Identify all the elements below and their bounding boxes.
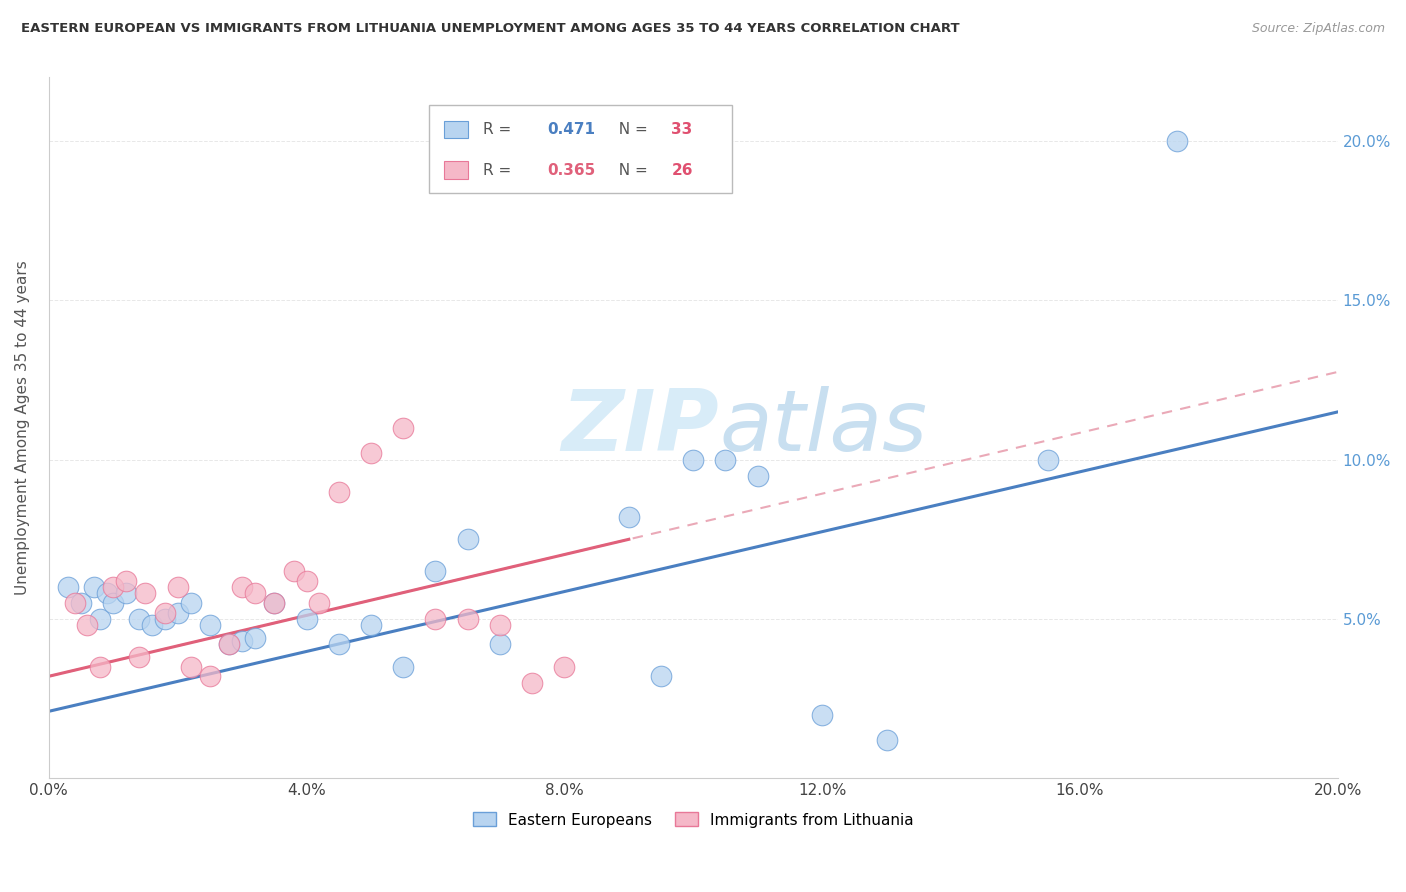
Point (1166, 134, 1188, 148)
FancyBboxPatch shape (444, 120, 468, 138)
Point (328, 484, 350, 499)
Point (128, 650, 150, 665)
Point (134, 586, 156, 600)
Point (328, 637, 350, 651)
Text: 33: 33 (671, 122, 693, 137)
Text: R =: R = (484, 122, 516, 137)
Text: N =: N = (609, 122, 654, 137)
Legend: Eastern Europeans, Immigrants from Lithuania: Eastern Europeans, Immigrants from Lithu… (467, 806, 920, 834)
Point (128, 612, 150, 626)
Point (392, 659, 415, 673)
Point (283, 564, 305, 578)
Point (89, 659, 111, 673)
Point (295, 612, 318, 626)
Point (180, 659, 202, 673)
Point (70, 596, 93, 610)
Point (231, 580, 253, 594)
Point (425, 564, 447, 578)
Point (263, 596, 285, 610)
Text: 0.365: 0.365 (547, 163, 596, 178)
Point (811, 707, 834, 722)
Point (103, 596, 125, 610)
Point (198, 618, 221, 632)
Point (76, 618, 98, 632)
Text: atlas: atlas (718, 386, 927, 469)
Text: 26: 26 (671, 163, 693, 178)
Point (457, 533, 479, 547)
Point (153, 612, 176, 626)
Point (360, 446, 382, 460)
Point (218, 637, 240, 651)
Point (166, 606, 188, 620)
Point (243, 586, 266, 600)
Point (96, 586, 118, 600)
Text: N =: N = (609, 163, 654, 178)
Point (83, 580, 105, 594)
Point (489, 637, 512, 651)
Point (682, 452, 704, 467)
Point (714, 452, 737, 467)
Point (243, 631, 266, 645)
Point (457, 612, 479, 626)
Point (392, 421, 415, 435)
Text: EASTERN EUROPEAN VS IMMIGRANTS FROM LITHUANIA UNEMPLOYMENT AMONG AGES 35 TO 44 Y: EASTERN EUROPEAN VS IMMIGRANTS FROM LITH… (21, 22, 960, 36)
FancyBboxPatch shape (429, 105, 733, 193)
Point (876, 733, 898, 747)
Point (180, 596, 202, 610)
Point (747, 468, 769, 483)
Point (263, 596, 285, 610)
Y-axis label: Unemployment Among Ages 35 to 44 years: Unemployment Among Ages 35 to 44 years (15, 260, 30, 595)
Point (231, 634, 253, 648)
Point (218, 637, 240, 651)
Text: R =: R = (484, 163, 516, 178)
Point (617, 510, 640, 524)
Point (650, 669, 672, 683)
Point (489, 618, 512, 632)
Point (295, 574, 318, 588)
Point (308, 596, 330, 610)
Point (425, 612, 447, 626)
Point (56, 580, 79, 594)
Point (198, 669, 221, 683)
Point (141, 618, 163, 632)
Point (153, 606, 176, 620)
Text: ZIP: ZIP (561, 386, 718, 469)
Point (553, 659, 575, 673)
Point (63, 596, 86, 610)
Point (520, 675, 543, 690)
Point (115, 586, 138, 600)
Point (360, 618, 382, 632)
Point (89, 612, 111, 626)
Point (115, 574, 138, 588)
Text: Source: ZipAtlas.com: Source: ZipAtlas.com (1251, 22, 1385, 36)
Text: 0.471: 0.471 (547, 122, 596, 137)
Point (166, 580, 188, 594)
Point (1036, 452, 1059, 467)
FancyBboxPatch shape (444, 161, 468, 179)
Point (103, 580, 125, 594)
